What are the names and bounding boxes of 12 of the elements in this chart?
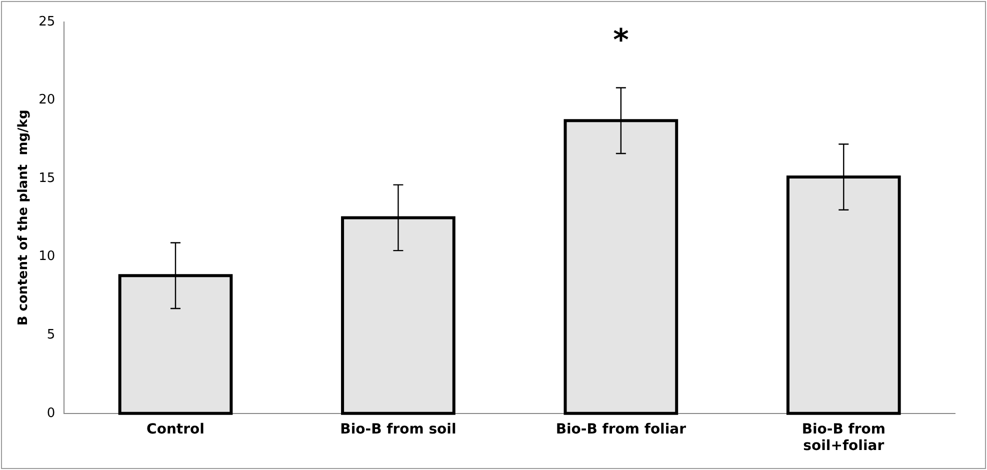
x-tick-label: Bio-B from foliar: [556, 421, 686, 438]
y-tick-label: 20: [38, 92, 56, 108]
x-tick-label: Control: [146, 421, 204, 438]
x-tick-label: Bio-B from soil+foliar: [802, 421, 886, 454]
y-tick-label: 10: [38, 249, 56, 264]
x-tick-label: Bio-B from soil: [340, 421, 456, 438]
y-tick-label: 15: [38, 170, 56, 186]
y-tick-label: 0: [46, 406, 56, 421]
y-axis-title: B content of the plant mg/kg: [16, 110, 32, 326]
annotation: *: [613, 22, 630, 58]
y-tick-label: 25: [38, 14, 56, 30]
y-tick-label: 5: [46, 327, 56, 342]
